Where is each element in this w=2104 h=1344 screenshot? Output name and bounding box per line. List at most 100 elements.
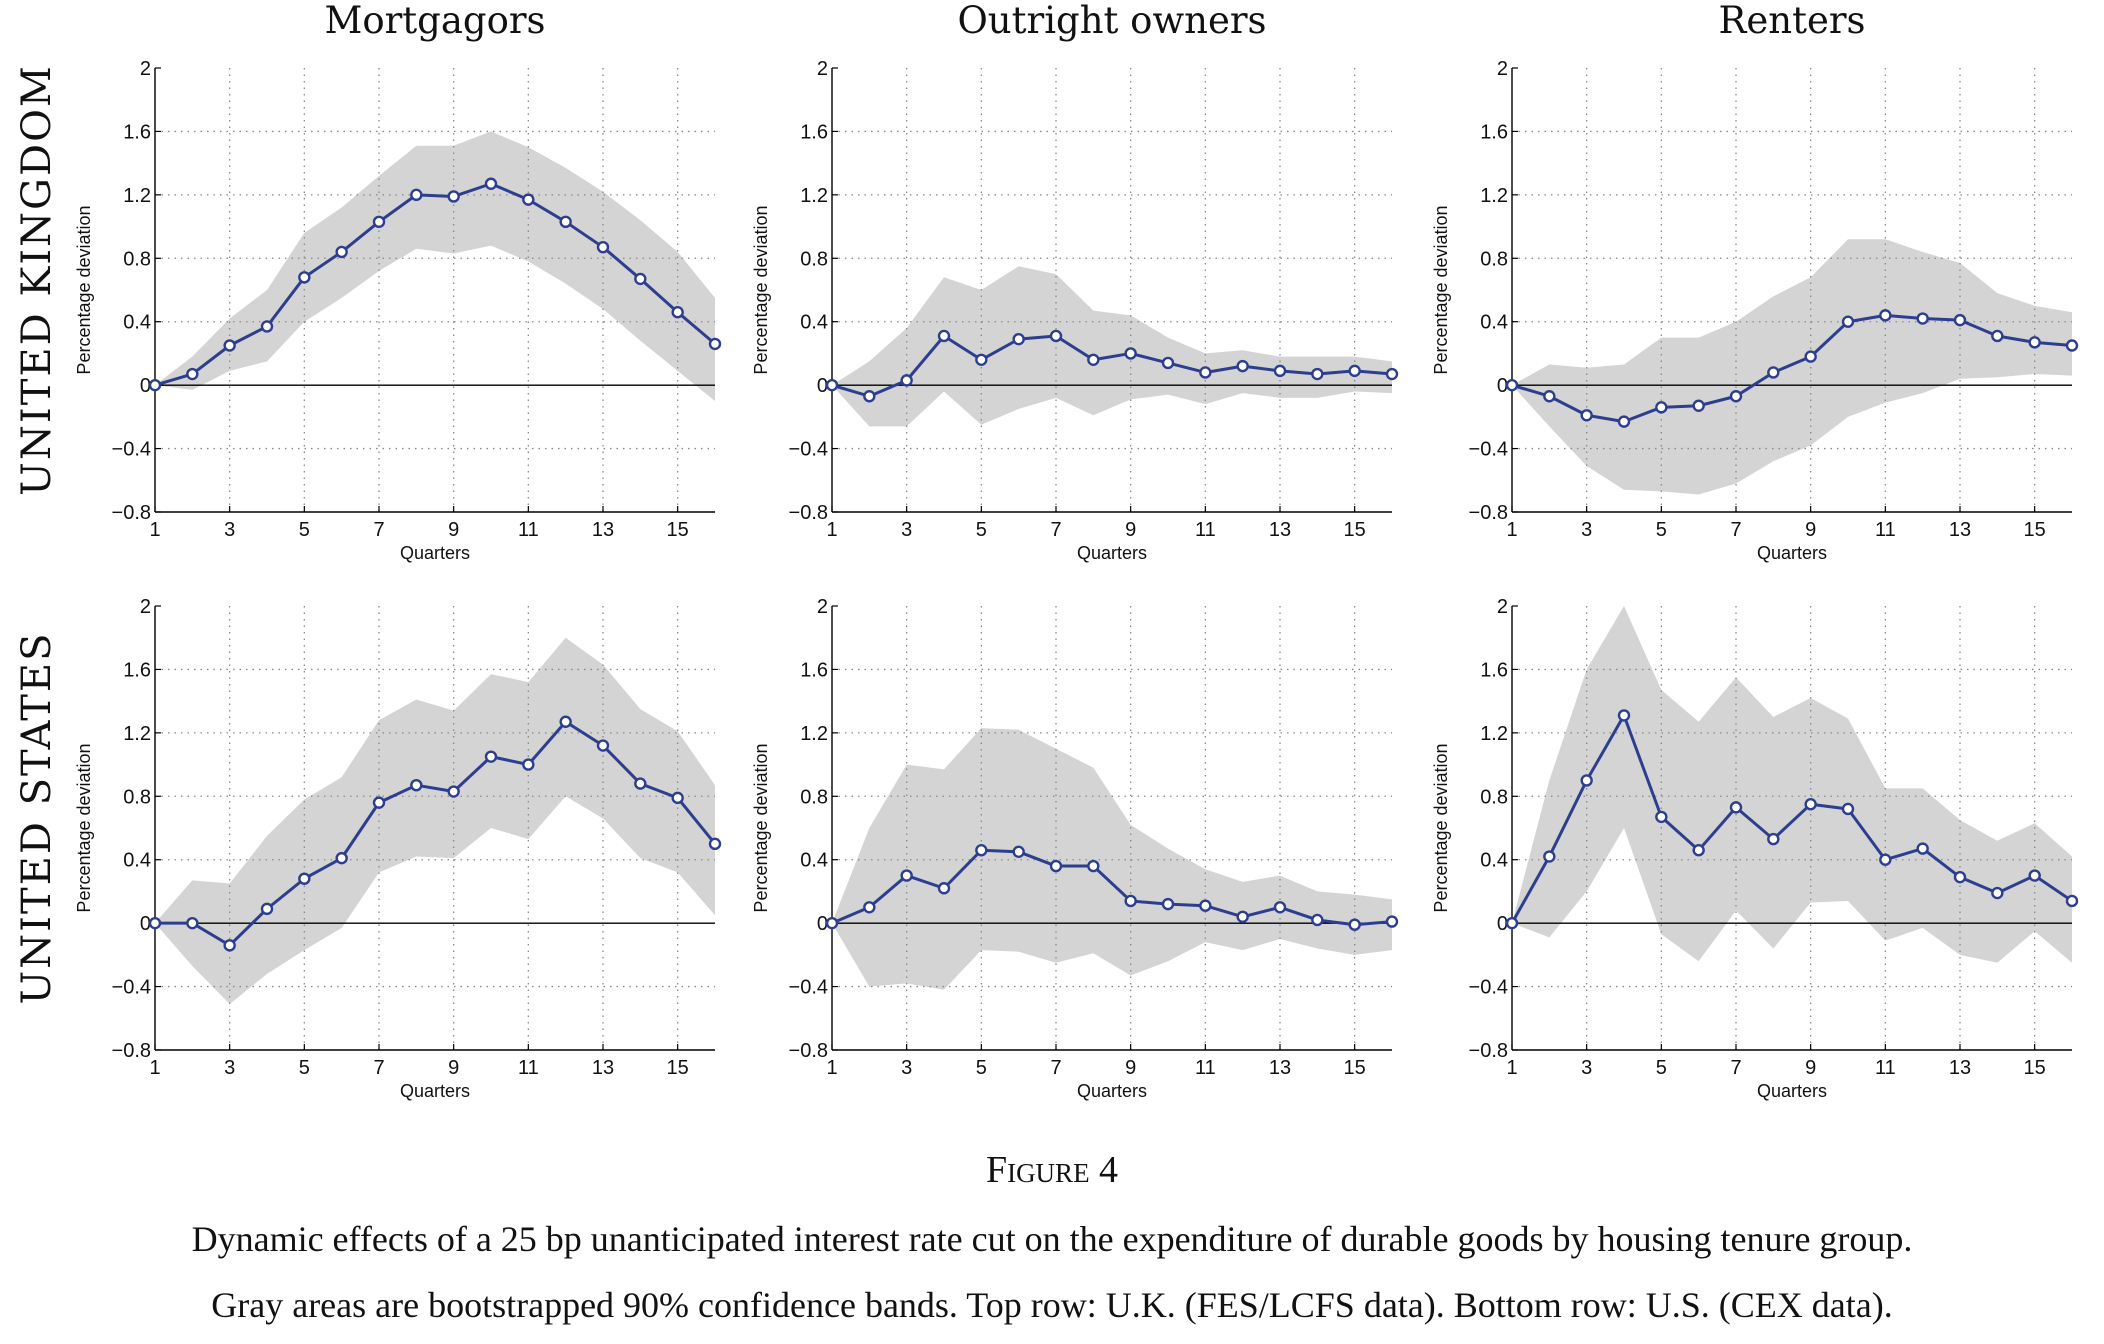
data-point [975,844,988,857]
data-point [2065,894,2079,908]
data-point [298,271,311,284]
data-point [260,902,274,916]
data-point [447,785,460,798]
x-tick-label: 1 [1506,519,1517,541]
x-tick-label: 3 [1581,519,1592,541]
data-point [410,188,423,202]
data-point [2028,869,2041,882]
data-point [1161,897,1175,911]
x-tick-label: 5 [976,519,987,541]
data-point [1385,367,1399,381]
x-tick-label: 11 [1875,1057,1896,1079]
x-tick-label: 7 [1730,1057,1741,1079]
data-point [484,750,498,763]
series-line [831,848,1393,927]
data-point [825,916,839,930]
y-tick-label: 1.6 [1480,659,1508,681]
data-point [1841,802,1855,816]
y-tick-label: 0 [1497,913,1508,935]
y-tick-label: 2 [817,58,828,80]
y-tick-label: −0.8 [789,1040,828,1062]
y-axis-label: Percentage deviation [751,205,771,374]
data-point [522,758,535,771]
x-tick-label: 3 [901,1057,912,1079]
series-line [1510,713,2073,924]
x-tick-label: 9 [1125,519,1136,541]
figure-caption-line-2: Gray areas are bootstrapped 90% confiden… [211,1285,1893,1325]
panel: 1 3 5 7 9 11 13 15−0.8−0.400.40.81.21.62Quarter… [751,58,1399,563]
data-point [2065,339,2079,352]
y-tick-label: 1.2 [800,185,828,207]
data-point [634,272,647,286]
data-point [596,240,610,254]
y-tick-label: 1.6 [800,121,828,143]
x-tick-label: 9 [1125,1057,1136,1079]
x-tick-label: 15 [2024,1057,2046,1079]
x-tick-label: 5 [1656,1057,1667,1079]
data-point [975,353,988,366]
y-axis-label: Percentage deviation [751,743,771,912]
data-point [634,777,647,790]
data-point [1012,332,1025,346]
y-axis-label: Percentage deviation [74,205,94,374]
x-axis-label: Quarters [1077,543,1147,563]
data-point [1273,901,1287,914]
data-point [1124,894,1137,908]
y-tick-label: 0.4 [123,312,151,334]
data-point [671,791,684,805]
data-point [559,215,572,229]
data-point [559,715,572,728]
data-point [1311,913,1324,927]
data-point [1655,810,1668,824]
data-point [372,215,386,229]
data-point [1879,309,1892,322]
y-tick-label: 2 [140,596,151,618]
data-point [937,882,951,895]
data-point [1655,401,1668,414]
data-point [148,378,162,392]
x-tick-label: 15 [1344,519,1366,541]
data-point [223,339,236,352]
data-point [1617,709,1631,722]
y-tick-label: 1.2 [800,723,828,745]
column-title: Renters [1718,0,1865,42]
x-tick-label: 1 [149,1057,160,1079]
series-line [155,720,717,947]
data-point [1953,870,1967,884]
x-tick-label: 1 [149,519,160,541]
data-point [1161,356,1175,370]
series-line [831,334,1393,398]
y-tick-label: 0 [140,375,151,397]
data-point [484,177,498,190]
data-point [900,374,913,387]
data-point [1692,844,1705,857]
x-tick-label: 15 [2024,519,2046,541]
data-point [671,306,684,319]
data-point [937,329,951,343]
x-tick-label: 7 [1730,519,1741,541]
data-point [1841,315,1855,328]
data-point [186,367,199,381]
data-point [1991,886,2004,900]
data-point [708,337,722,351]
y-tick-label: 1.2 [123,185,151,207]
panels: 1 3 5 7 9 11 13 15−0.8−0.400.40.81.21.62Quarter… [74,58,2079,1101]
y-axis-label: Percentage deviation [1431,743,1451,912]
data-point [1199,899,1212,912]
y-tick-label: 1.2 [1480,723,1508,745]
data-point [186,916,199,930]
data-point [863,901,876,914]
x-tick-label: 13 [1269,519,1291,541]
x-tick-label: 11 [1195,1057,1216,1079]
data-point [1124,347,1137,360]
y-tick-label: −0.4 [112,439,151,461]
x-tick-label: 3 [224,1057,235,1079]
y-tick-label: 0.8 [800,786,828,808]
x-tick-label: 13 [592,1057,614,1079]
y-tick-label: 0.8 [1480,786,1508,808]
data-point [335,245,348,259]
x-tick-label: 1 [1506,1057,1517,1079]
x-tick-label: 9 [1805,519,1816,541]
x-tick-label: 13 [1949,1057,1971,1079]
